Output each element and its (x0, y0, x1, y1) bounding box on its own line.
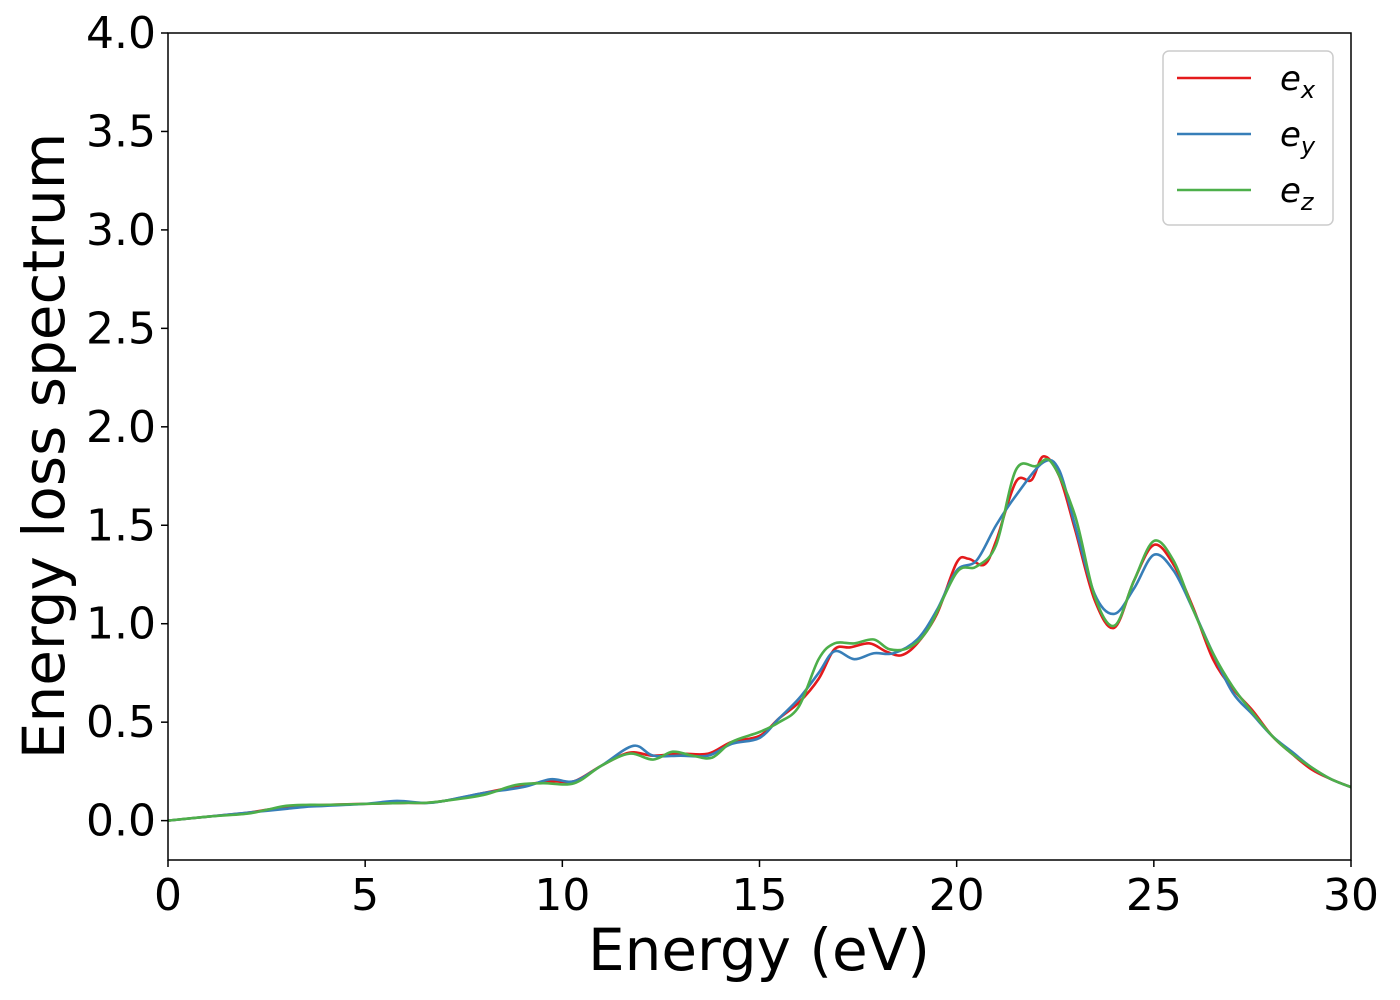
series-line-z (167, 457, 1352, 822)
x-tick-label: 10 (534, 870, 590, 921)
legend-label-base: e (1280, 59, 1301, 99)
x-tick-label: 5 (351, 870, 379, 921)
plot-area (168, 33, 1351, 860)
y-tick-label: 2.5 (86, 303, 156, 354)
x-tick-label: 30 (1323, 870, 1379, 921)
legend-label-sub: z (1300, 188, 1315, 216)
y-tick-label: 1.5 (86, 500, 156, 551)
x-tick-label: 20 (929, 870, 985, 921)
y-tick-label: 0.0 (86, 796, 156, 847)
y-tick-label: 3.5 (86, 106, 156, 157)
legend-label-x: ex (1280, 59, 1316, 104)
x-tick-label: 0 (154, 870, 182, 921)
x-axis-ticks: 0 5 10 15 20 25 30 (154, 860, 1379, 921)
legend-label-sub: y (1300, 132, 1316, 160)
y-tick-label: 1.0 (86, 599, 156, 650)
y-axis-ticks: 0.0 0.5 1.0 1.5 2.0 2.5 3.0 3.5 4.0 (86, 8, 168, 847)
y-tick-label: 2.0 (86, 402, 156, 453)
x-tick-label: 25 (1126, 870, 1182, 921)
y-tick-label: 3.0 (86, 205, 156, 256)
legend-label-base: e (1280, 115, 1301, 155)
y-axis-title: Energy loss spectrum (10, 133, 78, 759)
plot-frame (167, 32, 1352, 861)
legend-label-y: ey (1280, 115, 1316, 160)
x-tick-label: 15 (732, 870, 788, 921)
legend-label-sub: x (1300, 76, 1316, 104)
y-tick-label: 4.0 (86, 8, 156, 59)
y-tick-label: 0.5 (86, 697, 156, 748)
legend-label-base: e (1280, 171, 1301, 211)
legend-box (1162, 50, 1334, 226)
series-lines (167, 455, 1352, 822)
x-axis-title: Energy (eV) (588, 916, 930, 984)
legend-label-z: ez (1280, 171, 1315, 216)
